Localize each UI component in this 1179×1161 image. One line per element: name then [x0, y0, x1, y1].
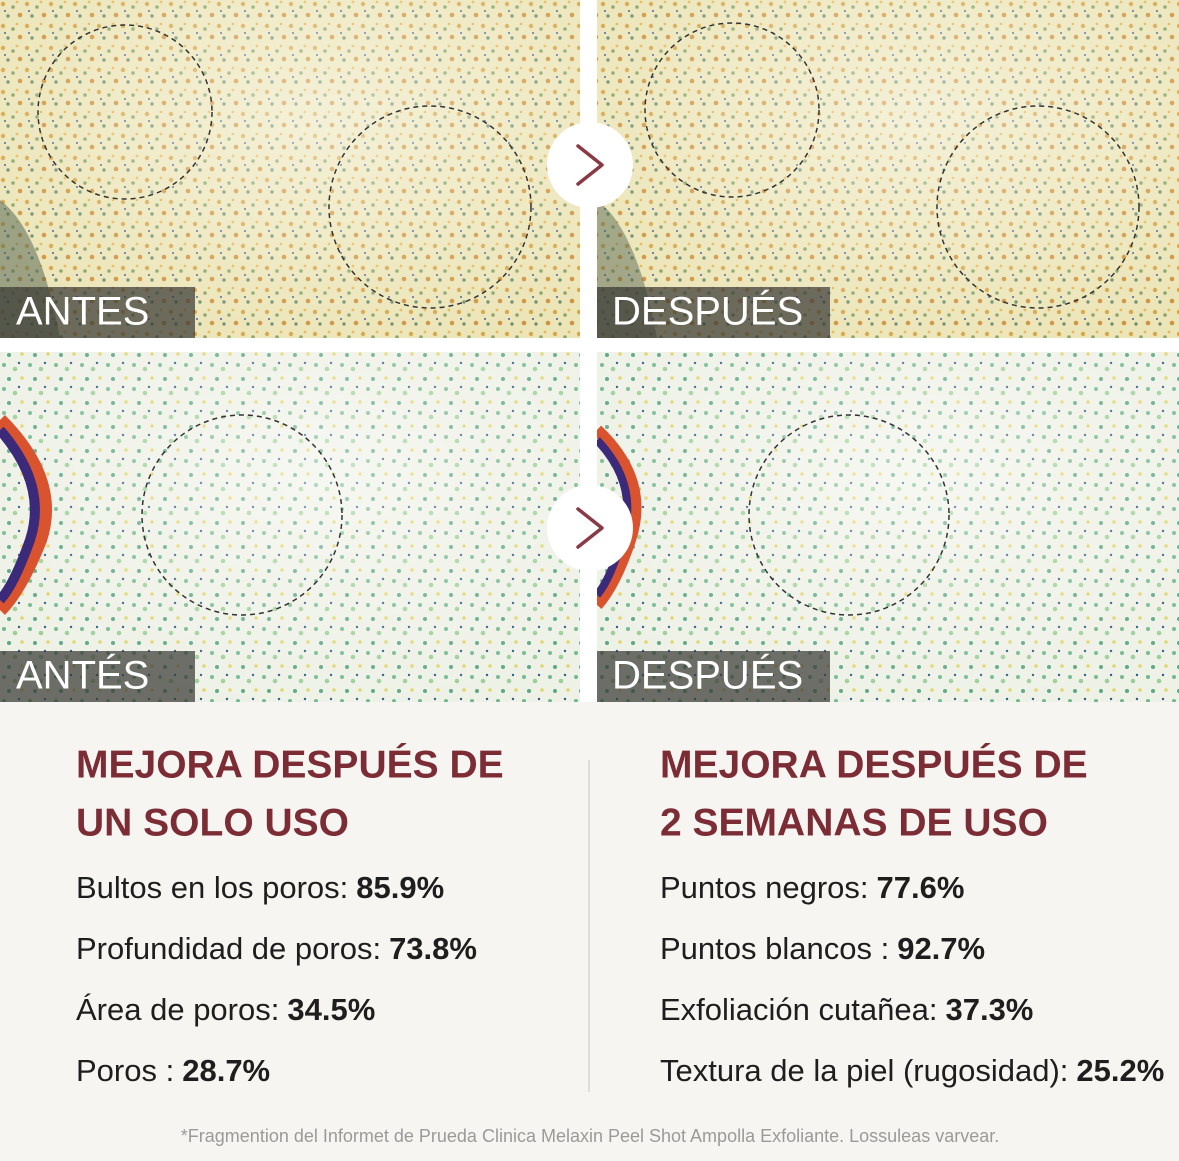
result-value: 92.7% [897, 931, 985, 966]
result-label: Textura de la piel (rugosidad): [660, 1053, 1068, 1088]
result-item: Área de poros: 34.5% [76, 992, 375, 1027]
column-heading: MEJORA DESPUÉS DE [660, 742, 1088, 786]
result-value: 25.2% [1076, 1053, 1164, 1088]
result-item: Puntos negros: 77.6% [660, 870, 964, 905]
arrow-circle [547, 485, 633, 571]
column-heading: 2 SEMANAS DE USO [660, 801, 1048, 844]
label-box [597, 287, 830, 338]
arrow-icon [576, 507, 604, 549]
result-item: Poros :28.7% [76, 1053, 270, 1088]
result-item: Puntos blancos :92.7% [660, 931, 985, 966]
dashed-circle [37, 24, 213, 200]
result-value: 85.9% [356, 870, 444, 905]
image-after-bottom [597, 352, 1179, 702]
result-label: Exfoliación cutañea: [660, 992, 937, 1027]
results: MEJORA DESPUÉS DE UN SOLO USO Bultos en lo… [76, 742, 1164, 1088]
result-label: Área de poros: [76, 992, 279, 1027]
arrow-badge [547, 485, 633, 571]
panel-label: DESPUÉS [612, 289, 803, 334]
panel-label: ANTÉS [16, 653, 149, 698]
highlight [597, 352, 1179, 702]
arrow-badge [547, 122, 633, 208]
result-item: Profundidad de poros: 73.8% [76, 931, 477, 966]
arrow-circle [547, 122, 633, 208]
result-label: Puntos negros: [660, 870, 869, 905]
dashed-circle [748, 414, 950, 616]
result-label: Profundidad de poros: [76, 931, 381, 966]
result-label: Poros : [76, 1053, 174, 1088]
column-heading: UN SOLO USO [76, 801, 349, 844]
result-label: Puntos blancos : [660, 931, 889, 966]
highlight [0, 0, 580, 338]
result-item: Bultos en los poros: 85.9% [76, 870, 444, 905]
image-before-bottom [0, 352, 580, 702]
result-item: Textura de la piel (rugosidad): 25.2% [660, 1053, 1164, 1088]
edge-red [0, 415, 52, 615]
result-item: Exfoliación cutañea: 37.3% [660, 992, 1033, 1027]
column-heading: MEJORA DESPUÉS DE [76, 742, 504, 786]
image-before-top [0, 0, 580, 338]
label-box [0, 287, 195, 338]
arrow-icon [576, 144, 604, 186]
result-label: Bultos en los poros: [76, 870, 348, 905]
panel-label: DESPUÉS [612, 653, 803, 698]
highlight [0, 352, 580, 702]
result-value: 37.3% [945, 992, 1033, 1027]
highlight [597, 0, 1179, 338]
dashed-circle [328, 105, 532, 309]
result-value: 77.6% [877, 870, 965, 905]
footnote: *Fragmention del Informet de Prueda Clin… [181, 1126, 999, 1146]
edge-purple [0, 426, 40, 604]
panel-label: ANTES [16, 290, 149, 334]
image-after-top [597, 0, 1179, 338]
result-value: 28.7% [182, 1053, 270, 1088]
result-value: 73.8% [389, 931, 477, 966]
label-box [0, 651, 195, 702]
label-box [597, 651, 830, 702]
dashed-circle [141, 414, 343, 616]
dashed-circle [644, 22, 820, 198]
dashed-circle [936, 105, 1140, 309]
result-value: 34.5% [287, 992, 375, 1027]
